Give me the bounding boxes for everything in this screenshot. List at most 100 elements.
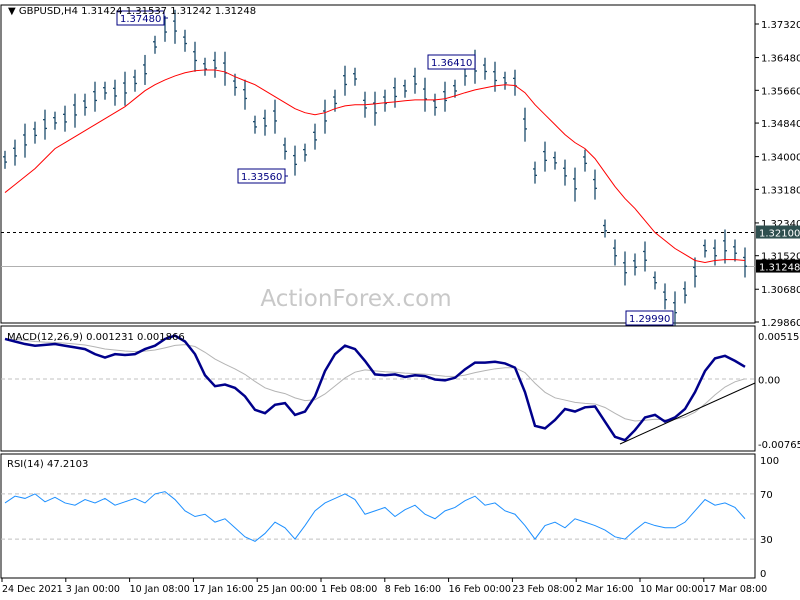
rsi-line [4,491,746,542]
price-bar [73,93,77,128]
time-tick-label: 23 Feb 08:00 [512,584,574,595]
price-tick-label: 1.32340 [761,219,800,230]
price-tick-label: 1.34000 [761,153,800,164]
price-bar [733,239,737,262]
annotation-label: 1.29990 [629,314,670,325]
price-panel-frame [0,4,756,324]
level-price-label-bg [756,225,800,239]
price-bar [683,281,687,304]
price-bar [483,57,487,80]
rsi-tick-label: 0 [760,569,766,580]
price-bar [693,257,697,288]
price-bar [123,71,127,106]
price-bar [153,35,157,54]
price-bar [723,229,727,264]
price-bar [373,91,377,126]
price-bar [613,239,617,266]
price-tick-label: 1.33180 [761,185,800,196]
time-axis: 24 Dec 2021 3 Jan 00:00 10 Jan 08:00 17 Jan… [1,578,767,595]
time-tick-label: 16 Feb 00:00 [449,584,511,595]
macd-title: MACD(12,26,9) 0.001231 0.001866 [7,332,185,343]
price-bar [313,123,317,150]
current-price-label: 1.31248 [759,263,800,274]
price-bar [283,137,287,160]
macd-tick-label: -0.00765 [758,440,800,451]
rsi-tick-label: 100 [760,456,779,467]
price-bar [543,141,547,172]
price-bar [533,161,537,184]
price-bar [23,123,27,158]
price-tick-label: 1.31520 [761,252,800,263]
price-bar [213,51,217,78]
price-bar [393,77,397,108]
annotation-label: 1.33560 [241,172,282,183]
price-annotation: 1.29990 [625,310,674,326]
price-annotation: 1.36410 [427,54,476,70]
price-bar [243,79,247,110]
price-tick-label: 1.34840 [761,119,800,130]
price-bar [413,67,417,94]
price-bar [343,65,347,96]
price-tick-label: 1.30680 [761,285,800,296]
rsi-panel-frame [0,453,756,579]
macd-trendline [619,382,756,445]
price-bar [103,81,107,100]
price-bar [633,253,637,276]
moving-average-line [4,69,746,263]
price-bar [623,251,627,286]
time-tick-label: 8 Feb 16:00 [385,584,441,595]
price-axis: 1.37320 1.36480 1.35660 1.34840 1.34000 1.331… [755,20,800,329]
price-bar [593,169,597,200]
price-bar [233,73,237,96]
price-bar [193,41,197,72]
rsi-panel: RSI(14) 47.2103 [0,453,756,579]
price-tick-label: 1.37320 [761,20,800,31]
price-bar [523,107,527,142]
rsi-title: RSI(14) 47.2103 [7,459,88,470]
price-tick-label: 1.35660 [761,86,800,97]
price-bar [353,67,357,86]
price-bar [43,109,47,140]
price-bar [433,93,437,116]
price-bar [93,81,97,112]
price-bar [423,77,427,112]
price-bar [53,111,57,130]
macd-tick-label: 0.00 [758,375,780,386]
price-bar [323,99,327,134]
time-tick-label: 1 Feb 08:00 [321,584,377,595]
macd-axis: 0.005152 0.00 -0.00765 [758,332,800,451]
price-bar [303,143,307,162]
price-bar [493,61,497,92]
price-bar [183,29,187,52]
price-tick-label: 1.36480 [761,54,800,65]
time-tick-label: 17 Jan 16:00 [193,584,253,595]
price-bar [703,239,707,258]
price-panel: ActionForex.com 1.37480 1.36410 1.33560 1.2… [0,4,756,326]
time-tick-label: 17 Mar 08:00 [704,584,767,595]
watermark: ActionForex.com [260,286,451,312]
price-bar [553,151,557,170]
price-bar [173,9,177,44]
price-annotation: 1.33560 [237,168,288,184]
price-bar [603,219,607,238]
price-bar [333,89,337,112]
price-bar [263,109,267,136]
time-tick-label: 10 Mar 00:00 [640,584,703,595]
price-bar [663,283,667,310]
macd-panel: MACD(12,26,9) 0.001231 0.001866 [0,325,756,452]
rsi-tick-label: 30 [760,535,773,546]
price-bar [3,150,7,169]
time-tick-label: 10 Jan 08:00 [130,584,190,595]
price-bar [203,57,207,76]
price-bar [503,71,507,90]
price-bar [563,159,567,186]
price-bar [403,79,407,98]
price-bar [33,121,37,144]
price-bar [83,93,87,116]
time-tick-label: 24 Dec 2021 [2,584,63,595]
price-bar [383,89,387,112]
price-bar [673,291,677,326]
time-tick-label: 3 Jan 00:00 [66,584,120,595]
annotation-label: 1.37480 [120,14,161,25]
